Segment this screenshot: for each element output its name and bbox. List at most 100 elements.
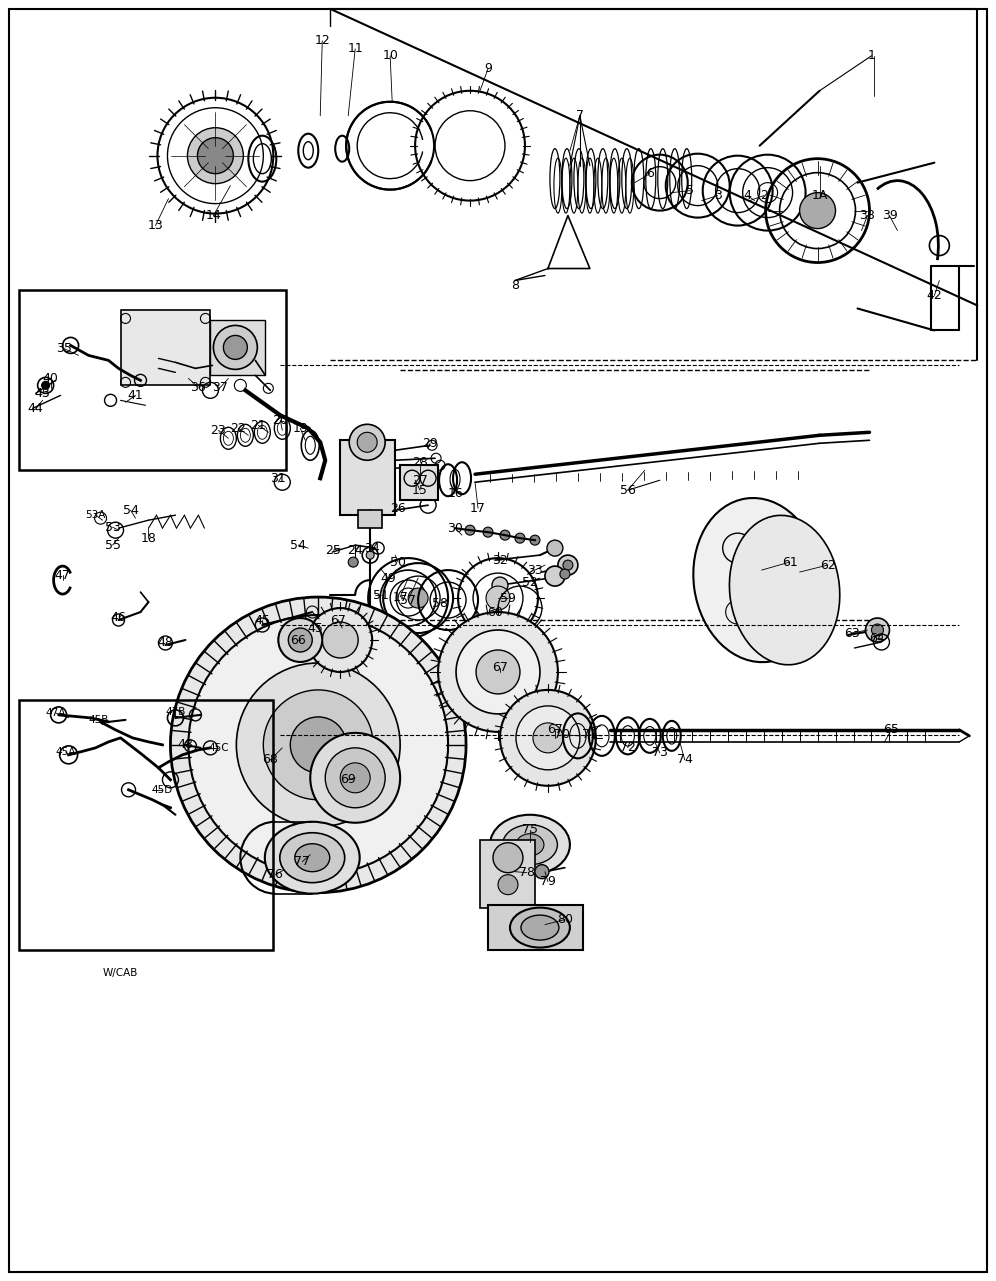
Ellipse shape [693, 498, 822, 662]
Text: 58: 58 [432, 597, 448, 610]
Text: 70: 70 [554, 729, 570, 742]
Circle shape [498, 875, 518, 894]
Text: 52: 52 [522, 575, 538, 588]
Text: 64: 64 [870, 632, 885, 644]
Circle shape [349, 557, 359, 567]
Text: 59: 59 [500, 592, 516, 605]
Text: 5: 5 [685, 184, 694, 197]
Ellipse shape [516, 834, 544, 856]
Text: 53A: 53A [86, 510, 106, 520]
Text: 22: 22 [230, 421, 246, 434]
Ellipse shape [510, 908, 570, 948]
Circle shape [341, 762, 371, 793]
Text: 36: 36 [190, 380, 206, 393]
Text: 41: 41 [127, 389, 143, 402]
Text: 66: 66 [291, 634, 306, 647]
Text: 57: 57 [400, 593, 416, 607]
Text: 34: 34 [365, 542, 380, 555]
Text: 1A: 1A [812, 190, 828, 202]
Circle shape [476, 649, 520, 694]
Circle shape [456, 630, 540, 714]
Text: 67: 67 [547, 724, 563, 737]
Text: 28: 28 [412, 456, 428, 469]
Text: 45B: 45B [89, 715, 109, 725]
Bar [19, 291, 286, 470]
Text: 21: 21 [250, 419, 266, 432]
Circle shape [547, 541, 563, 556]
Text: 17: 17 [470, 502, 486, 515]
Text: 30: 30 [447, 521, 463, 534]
Bar [341, 441, 395, 515]
Text: 48: 48 [157, 637, 173, 649]
Circle shape [223, 336, 247, 360]
Circle shape [263, 690, 374, 799]
Text: 47B: 47B [165, 707, 185, 717]
Bar [19, 699, 273, 949]
Text: 68: 68 [262, 753, 278, 766]
Ellipse shape [490, 815, 570, 875]
Ellipse shape [280, 833, 345, 883]
Text: 72: 72 [620, 742, 635, 755]
Circle shape [515, 533, 525, 543]
Text: 39: 39 [881, 209, 897, 222]
Circle shape [493, 843, 523, 872]
Text: 69: 69 [341, 774, 357, 787]
Circle shape [187, 128, 243, 183]
Ellipse shape [265, 821, 360, 894]
Circle shape [800, 192, 836, 228]
Circle shape [326, 748, 385, 808]
Text: 15: 15 [412, 484, 428, 497]
Circle shape [563, 560, 573, 570]
Circle shape [866, 617, 889, 642]
Ellipse shape [729, 515, 840, 665]
Text: 77: 77 [294, 856, 311, 869]
Circle shape [530, 535, 540, 546]
Bar [488, 904, 583, 949]
Circle shape [408, 588, 428, 608]
Text: 35: 35 [56, 342, 72, 355]
Circle shape [486, 587, 510, 610]
Circle shape [545, 566, 565, 587]
Text: W/CAB: W/CAB [103, 967, 138, 977]
Text: 71: 71 [582, 729, 598, 742]
Text: 12: 12 [315, 35, 330, 47]
Text: 54: 54 [291, 538, 306, 552]
Circle shape [42, 382, 50, 389]
Circle shape [311, 733, 400, 822]
Circle shape [288, 628, 313, 652]
Ellipse shape [295, 844, 330, 871]
Text: 7: 7 [576, 109, 584, 122]
Text: 19: 19 [293, 421, 308, 434]
Text: 23: 23 [210, 424, 226, 437]
Text: 16: 16 [447, 487, 463, 500]
Text: 13: 13 [147, 219, 163, 232]
Circle shape [290, 717, 347, 772]
Text: 45: 45 [254, 614, 270, 626]
Text: 27: 27 [412, 474, 428, 487]
Text: 73: 73 [651, 747, 667, 760]
Circle shape [197, 137, 233, 174]
Circle shape [560, 569, 570, 579]
Circle shape [558, 555, 578, 575]
Text: 75: 75 [522, 824, 538, 836]
Text: 56: 56 [620, 484, 635, 497]
Text: 55: 55 [105, 538, 121, 552]
Text: 48: 48 [177, 738, 193, 752]
Text: 18: 18 [140, 532, 156, 544]
Text: 53: 53 [105, 520, 121, 534]
Circle shape [872, 624, 883, 635]
Text: 80: 80 [557, 913, 573, 926]
Text: 61: 61 [782, 556, 798, 569]
Text: 76: 76 [267, 869, 283, 881]
Circle shape [278, 617, 323, 662]
Text: 26: 26 [390, 502, 406, 515]
Circle shape [188, 615, 448, 875]
Text: 29: 29 [422, 437, 438, 450]
Bar [359, 510, 382, 528]
Circle shape [492, 576, 508, 593]
Text: 10: 10 [382, 49, 398, 63]
Text: 63: 63 [844, 626, 860, 639]
Circle shape [323, 623, 359, 658]
Circle shape [213, 325, 257, 369]
Text: 79: 79 [540, 875, 556, 888]
